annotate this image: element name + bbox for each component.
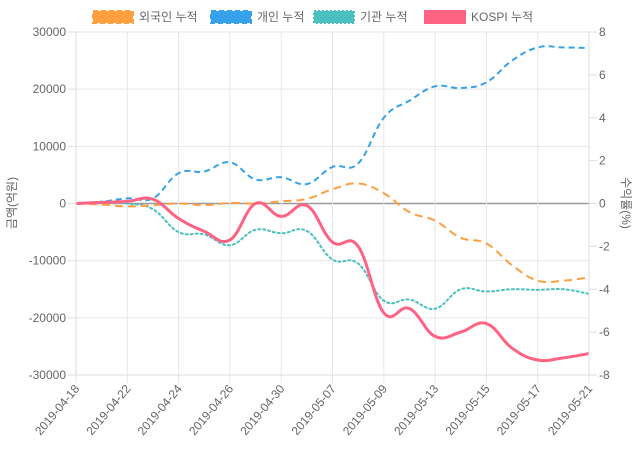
y2-tick-label: 0 bbox=[599, 197, 606, 211]
y-tick-label: 30000 bbox=[33, 25, 67, 39]
legend-label: 외국인 누적 bbox=[139, 10, 198, 24]
series-lines bbox=[75, 45, 590, 363]
y2-tick-label: 6 bbox=[599, 68, 606, 82]
grid bbox=[75, 31, 590, 383]
x-tick-label: 2019-04-30 bbox=[237, 382, 287, 438]
x-tick-label: 2019-04-26 bbox=[186, 382, 236, 438]
x-tick-label: 2019-05-09 bbox=[340, 382, 390, 438]
x-tick-label: 2019-04-18 bbox=[32, 382, 82, 438]
legend-item: KOSPI 누적 bbox=[424, 10, 533, 24]
y2-tick-label: -6 bbox=[599, 325, 610, 339]
legend-item: 외국인 누적 bbox=[92, 10, 198, 24]
y2-tick-label: 2 bbox=[599, 154, 606, 168]
x-tick-label: 2019-05-15 bbox=[443, 382, 493, 438]
legend-label: 개인 누적 bbox=[257, 10, 305, 24]
y2-tick-label: -4 bbox=[599, 282, 610, 296]
x-tick-label: 2019-05-17 bbox=[494, 382, 544, 438]
y2-axis-label: 수익률(%) bbox=[619, 177, 633, 229]
legend-swatch bbox=[210, 10, 252, 24]
x-tick-label: 2019-04-22 bbox=[83, 382, 133, 438]
y-tick-label: 10000 bbox=[33, 139, 67, 153]
y2-tick-label: -2 bbox=[599, 239, 610, 253]
x-tick-label: 2019-05-07 bbox=[289, 382, 339, 438]
legend-item: 기관 누적 bbox=[313, 10, 408, 24]
y-axis-label: 금액(억원) bbox=[5, 177, 19, 229]
x-tick-label: 2019-04-24 bbox=[135, 382, 185, 438]
y-tick-label: -20000 bbox=[29, 311, 67, 325]
legend-swatch bbox=[313, 10, 355, 24]
legend-swatch bbox=[92, 10, 134, 24]
x-tick-label: 2019-05-13 bbox=[391, 382, 441, 438]
legend-label: KOSPI 누적 bbox=[471, 10, 533, 24]
legend-swatch bbox=[424, 10, 466, 24]
y2-tick-label: 8 bbox=[599, 25, 606, 39]
axes: 30000 20000 10000 0 -10000 -20000 -30000 8 6 4 2 0 -… bbox=[29, 25, 610, 438]
y2-tick-label: -8 bbox=[599, 368, 610, 382]
series-line-1 bbox=[75, 45, 590, 205]
x-tick-label: 2019-05-21 bbox=[545, 382, 595, 438]
y-tick-label: 0 bbox=[59, 197, 66, 211]
series-line-2 bbox=[75, 200, 590, 310]
legend-label: 기관 누적 bbox=[360, 10, 408, 24]
y-tick-label: 20000 bbox=[33, 82, 67, 96]
y-tick-label: -30000 bbox=[29, 368, 67, 382]
legend: 외국인 누적 개인 누적 기관 누적 KOSPI 누적 bbox=[92, 10, 533, 24]
series-line-3 bbox=[75, 196, 590, 363]
y-tick-label: -10000 bbox=[29, 254, 67, 268]
legend-item: 개인 누적 bbox=[210, 10, 305, 24]
y2-tick-label: 4 bbox=[599, 111, 606, 125]
